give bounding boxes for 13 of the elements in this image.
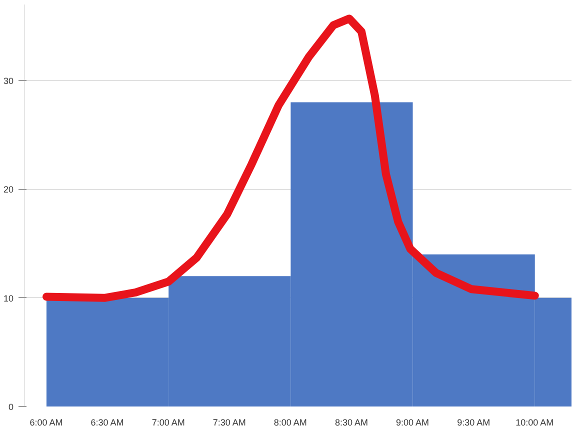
x-tick-label: 9:00 AM <box>396 418 430 428</box>
y-tick-label: 20 <box>3 184 14 195</box>
x-tick-label: 8:30 AM <box>334 418 368 428</box>
x-tick-label: 6:00 AM <box>30 418 63 428</box>
x-tick-label: 9:30 AM <box>457 418 490 428</box>
x-tick-label: 10:00 AM <box>516 418 554 428</box>
x-tick-label: 8:00 AM <box>274 418 307 428</box>
y-tick-label: 0 <box>8 402 14 412</box>
x-tick-label: 6:30 AM <box>90 418 124 428</box>
y-tick-label: 30 <box>3 76 14 86</box>
x-tick-label: 7:00 AM <box>152 418 185 428</box>
x-tick-label: 7:30 AM <box>212 418 246 428</box>
y-tick-label: 10 <box>3 293 14 304</box>
